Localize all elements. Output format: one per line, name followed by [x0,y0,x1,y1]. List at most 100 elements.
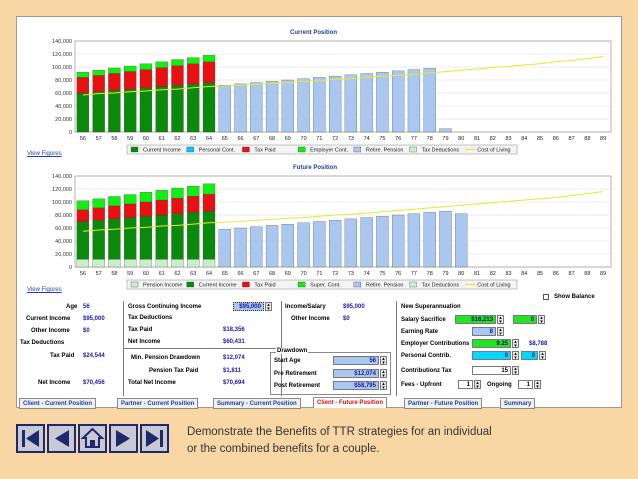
personal-contrib-field-2[interactable]: 0 [521,351,538,360]
gross-income-spinner[interactable]: ▴ ▾ [265,302,272,312]
salary-sacrifice-field-2[interactable]: 0 [513,315,537,324]
bar-segment [171,213,184,260]
x-tick-label: 88 [584,271,590,277]
first-page-button[interactable] [16,424,45,453]
x-tick-label: 68 [269,271,275,277]
start-age-label: Start Age [274,358,301,364]
post-retirement-field[interactable]: $58,795 [333,381,379,390]
x-tick-label: 87 [569,271,575,277]
legend-label: Tax Deductions [422,283,460,289]
tab-partner-current[interactable]: Partner - Current Position [117,398,199,409]
tab-summary[interactable]: Summary [500,398,536,409]
contributions-tax-label: Contributionz Tax [401,368,452,374]
bar-segment [139,201,153,217]
plot-frame [74,40,612,133]
bar-segment [455,213,468,268]
top-chart: 140,000 120,000 100,000 80,000 60,000 40,000 2… [52,39,612,155]
x-tick-label: 78 [427,271,433,277]
start-age-spinner[interactable]: ▴ ▾ [380,356,387,366]
caption-line-1: Demonstrate the Benefits of TTR strategi… [187,426,492,438]
x-tick-label: 60 [143,271,149,277]
x-tick-label: 75 [379,271,385,277]
gross-income-field[interactable]: $95,000 [233,302,264,311]
divider [396,301,397,396]
view-figures-link-bottom[interactable]: View Figures [27,287,62,293]
x-tick-label: 60 [143,136,149,142]
earning-rate-spinner[interactable]: ▴ ▾ [497,327,504,337]
home-button[interactable] [78,424,107,453]
employer-contributions-spinner[interactable]: ▴ ▾ [512,339,519,349]
bar-segment [76,209,89,222]
app-window: Current Position 140,000 120,000 100,000 80… [16,16,622,409]
x-tick-label: 77 [411,271,417,277]
bar-segment [76,72,89,78]
post-retirement-spinner[interactable]: ▴ ▾ [380,381,387,391]
total-net-label: Total Net Income [128,380,176,386]
personal-contrib-field[interactable]: 0 [472,351,511,360]
x-tick-label: 79 [442,136,448,142]
legend-swatch [409,281,417,288]
start-age-field[interactable]: 56 [333,356,379,365]
x-tick-label: 88 [584,136,590,142]
legend-label: Cost of Living [477,148,510,154]
bar-segment [171,187,184,199]
personal-contrib-spinner-2[interactable]: ▴ ▾ [539,351,546,361]
caption: Demonstrate the Benefits of TTR strategi… [187,424,492,458]
next-page-button[interactable] [109,424,138,453]
earning-rate-field[interactable]: 8 [472,327,496,336]
x-tick-label: 80 [458,136,464,142]
earning-rate-label: Earning Rate [401,329,439,335]
x-tick-label: 67 [253,271,259,277]
bar-segment [155,190,168,201]
salary-sacrifice-spinner-2[interactable]: ▴ ▾ [538,315,545,325]
bar-segment [92,70,105,76]
tax-deductions-label: Tax Deductions [20,340,65,346]
salary-sacrifice-spinner[interactable]: ▴ ▾ [497,315,504,325]
tab-client-current[interactable]: Client - Current Position [19,398,96,409]
x-tick-label: 65 [222,136,228,142]
plot-frame [74,175,612,268]
top-chart-title: Current Position [290,30,338,36]
fees-upfront-field[interactable]: 1 [458,380,473,389]
y-tick-label: 140,000 [52,174,72,180]
other-income-value: $0 [83,328,90,334]
legend-swatch [130,146,139,153]
mid-net-income-value: $60,431 [223,339,245,345]
bar-segment [92,75,105,92]
x-tick-label: 59 [127,136,133,142]
bar-segment [329,220,342,268]
x-tick-label: 76 [395,136,401,142]
tab-summary-current[interactable]: Summary - Current Position [213,398,301,409]
ongoing-spinner[interactable]: ▴ ▾ [534,380,541,390]
personal-contrib-label: Personal Contrib. [401,353,452,359]
tab-partner-future[interactable]: Partner - Future Position [404,398,483,409]
x-tick-label: 70 [301,136,307,142]
bottom-chart-title: Future Position [293,165,337,171]
y-tick-label: 40,000 [55,104,72,110]
last-page-button[interactable] [140,424,169,453]
pre-retirement-field[interactable]: $12,074 [333,369,379,378]
bar-segment [92,259,105,268]
bar-segment [281,79,294,133]
bar-segment [407,213,421,268]
fees-upfront-spinner[interactable]: ▴ ▾ [474,380,481,390]
tab-client-future[interactable]: Client - Future Position [313,397,387,408]
bar-segment [297,222,310,268]
previous-page-button[interactable] [47,424,76,453]
legend-label: Tax Deductions [422,148,460,154]
legend-label: Employer Cont. [310,148,348,154]
personal-contrib-spinner[interactable]: ▴ ▾ [512,351,519,361]
last-page-icon [146,430,163,447]
bar-segment [187,57,200,64]
show-balance-checkbox[interactable] [543,294,549,300]
show-balance-label: Show Balance [554,294,595,300]
x-tick-label: 62 [174,136,180,142]
pre-retirement-spinner[interactable]: ▴ ▾ [380,369,387,379]
ongoing-field[interactable]: 1 [518,380,533,389]
contributions-tax-spinner[interactable]: ▴ ▾ [512,366,519,376]
contributions-tax-field[interactable]: 15 [472,366,511,375]
employer-contributions-field[interactable]: 9.25 [472,339,511,348]
salary-sacrifice-field[interactable]: $16,213 [455,315,496,324]
view-figures-link-top[interactable]: View Figures [27,151,62,157]
bar-segment [155,86,168,133]
